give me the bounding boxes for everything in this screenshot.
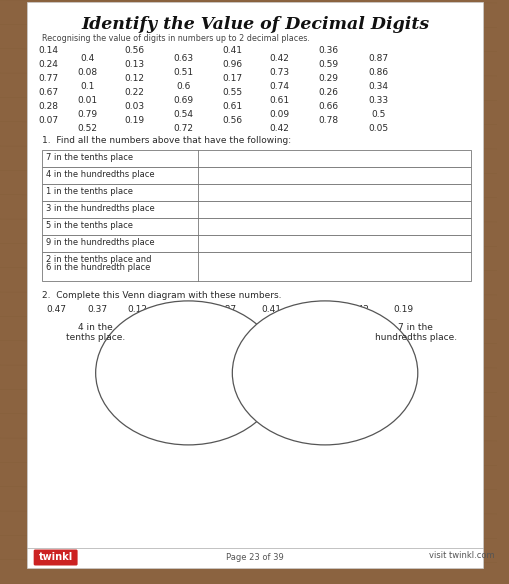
Text: 0.42: 0.42 xyxy=(269,124,289,133)
Text: 0.53: 0.53 xyxy=(171,305,191,314)
Text: 0.86: 0.86 xyxy=(369,68,389,77)
Text: 0.22: 0.22 xyxy=(125,88,145,97)
Text: 0.79: 0.79 xyxy=(78,110,98,119)
Text: 0.69: 0.69 xyxy=(174,96,193,105)
Text: twinkl: twinkl xyxy=(39,552,73,562)
FancyBboxPatch shape xyxy=(34,550,77,565)
Text: 0.56: 0.56 xyxy=(125,46,145,55)
Text: 4 in the hundredths place: 4 in the hundredths place xyxy=(46,170,155,179)
Text: 0.41: 0.41 xyxy=(222,46,242,55)
Ellipse shape xyxy=(232,301,418,445)
Text: 0.28: 0.28 xyxy=(39,102,59,111)
Text: 0.77: 0.77 xyxy=(39,74,59,83)
Text: 0.4: 0.4 xyxy=(81,54,95,62)
Text: 2.  Complete this Venn diagram with these numbers.: 2. Complete this Venn diagram with these… xyxy=(42,291,281,300)
Text: 0.14: 0.14 xyxy=(39,46,59,55)
Text: 0.54: 0.54 xyxy=(174,110,193,119)
Text: 1.  Find all the numbers above that have the following:: 1. Find all the numbers above that have … xyxy=(42,136,291,145)
Text: 0.37: 0.37 xyxy=(88,305,108,314)
Text: 0.34: 0.34 xyxy=(369,82,389,91)
Text: 0.07: 0.07 xyxy=(39,116,59,125)
Text: 0.42: 0.42 xyxy=(349,305,369,314)
Bar xyxy=(42,150,471,167)
Text: 0.63: 0.63 xyxy=(174,54,193,62)
Text: 5 in the tenths place: 5 in the tenths place xyxy=(46,221,133,230)
Text: 0.47: 0.47 xyxy=(47,305,67,314)
Text: 1 in the tenths place: 1 in the tenths place xyxy=(46,187,133,196)
Text: 0.87: 0.87 xyxy=(369,54,389,62)
Text: Page 23 of 39: Page 23 of 39 xyxy=(227,554,284,562)
Bar xyxy=(42,167,471,184)
Text: 0.61: 0.61 xyxy=(222,102,242,111)
Text: 0.09: 0.09 xyxy=(269,110,289,119)
Text: visit twinkl.com: visit twinkl.com xyxy=(430,551,495,561)
Text: 0.51: 0.51 xyxy=(174,68,193,77)
Text: 0.56: 0.56 xyxy=(222,116,242,125)
Text: 0.17: 0.17 xyxy=(222,74,242,83)
Bar xyxy=(42,218,471,235)
Text: 0.61: 0.61 xyxy=(269,96,289,105)
Text: 0.52: 0.52 xyxy=(78,124,98,133)
Text: 0.78: 0.78 xyxy=(318,116,338,125)
Text: 0.12: 0.12 xyxy=(125,74,145,83)
Text: 0.6: 0.6 xyxy=(176,82,191,91)
Text: 0.33: 0.33 xyxy=(369,96,389,105)
Text: Recognising the value of digits in numbers up to 2 decimal places.: Recognising the value of digits in numbe… xyxy=(42,34,310,43)
Text: 3 in the hundredths place: 3 in the hundredths place xyxy=(46,204,155,213)
Ellipse shape xyxy=(96,301,281,445)
Text: 0.67: 0.67 xyxy=(39,88,59,97)
Bar xyxy=(42,201,471,218)
Text: 0.03: 0.03 xyxy=(125,102,145,111)
Text: 0.41: 0.41 xyxy=(261,305,281,314)
Text: Identify the Value of Decimal Digits: Identify the Value of Decimal Digits xyxy=(81,16,429,33)
Text: 7 in the tenths place: 7 in the tenths place xyxy=(46,153,133,162)
Text: 0.72: 0.72 xyxy=(174,124,193,133)
Text: 0.1: 0.1 xyxy=(80,82,95,91)
Text: 0.08: 0.08 xyxy=(78,68,98,77)
Text: 0.73: 0.73 xyxy=(269,68,289,77)
Text: 0.19: 0.19 xyxy=(393,305,413,314)
Text: 0.74: 0.74 xyxy=(269,82,289,91)
Text: 0.26: 0.26 xyxy=(318,88,338,97)
Text: 0.66: 0.66 xyxy=(318,102,338,111)
Bar xyxy=(42,235,471,252)
Text: 9 in the hundredths place: 9 in the hundredths place xyxy=(46,238,155,247)
Text: 0.36: 0.36 xyxy=(318,46,338,55)
Text: 2 in the tenths place and: 2 in the tenths place and xyxy=(46,255,151,264)
Text: 0.24: 0.24 xyxy=(39,60,59,69)
Text: 0.42: 0.42 xyxy=(269,54,289,62)
Text: 0.12: 0.12 xyxy=(128,305,148,314)
Text: 0.87: 0.87 xyxy=(216,305,237,314)
Text: 0.29: 0.29 xyxy=(318,74,338,83)
Text: 0.96: 0.96 xyxy=(222,60,242,69)
Text: 0.01: 0.01 xyxy=(78,96,98,105)
Text: 0.13: 0.13 xyxy=(125,60,145,69)
Text: 0.55: 0.55 xyxy=(222,88,242,97)
Text: 0.5: 0.5 xyxy=(372,110,386,119)
Text: 0.79: 0.79 xyxy=(306,305,326,314)
Text: 7 in the
hundredths place.: 7 in the hundredths place. xyxy=(375,323,457,342)
Text: 4 in the
tenths place.: 4 in the tenths place. xyxy=(66,323,125,342)
Text: 0.05: 0.05 xyxy=(369,124,389,133)
Bar xyxy=(42,184,471,201)
Text: 6 in the hundredth place: 6 in the hundredth place xyxy=(46,263,150,273)
Text: 0.19: 0.19 xyxy=(125,116,145,125)
Bar xyxy=(42,252,471,281)
Text: 0.59: 0.59 xyxy=(318,60,338,69)
